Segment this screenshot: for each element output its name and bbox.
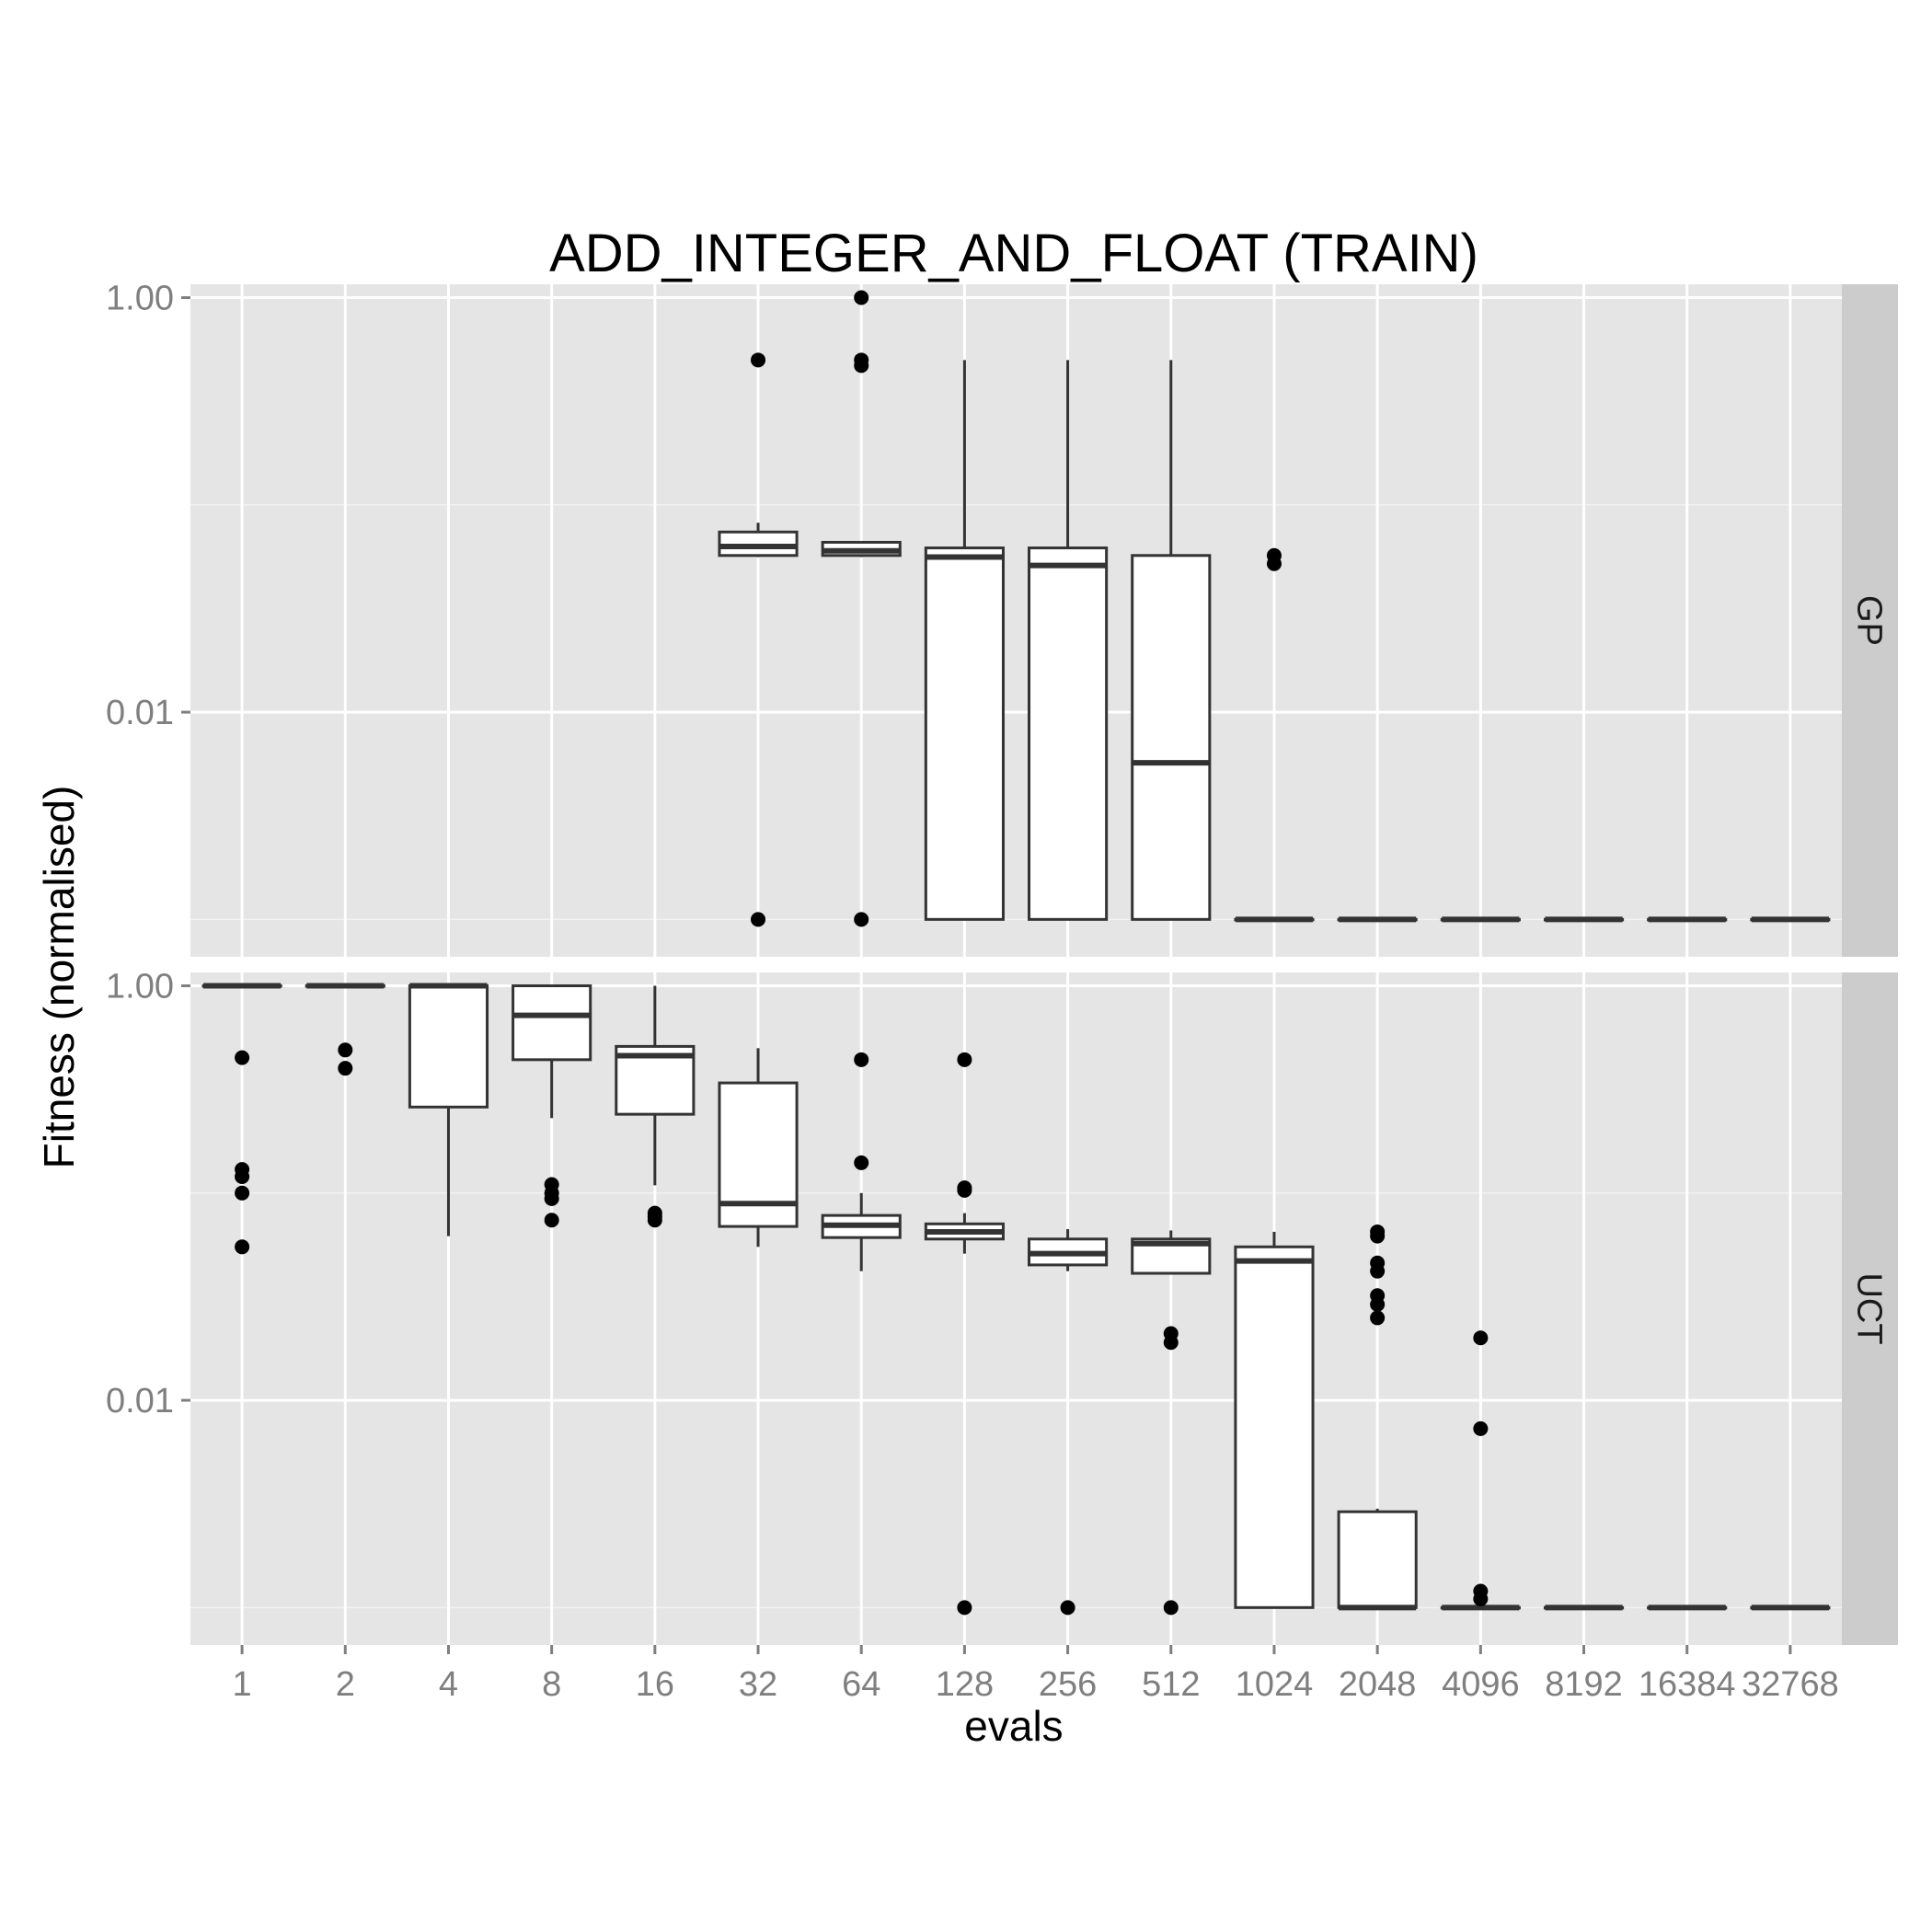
facet-panels: 1.00 0.01 GP 1.00 0.01 UCT: [106, 280, 1898, 1645]
box-2: [305, 983, 385, 1076]
box-body: [1234, 1245, 1315, 1609]
facet-strip: [1842, 284, 1898, 957]
outlier-point: [235, 1239, 250, 1255]
x-tick-label: 8192: [1545, 1665, 1623, 1704]
outlier-point: [854, 290, 869, 305]
y-tick-label: 0.01: [106, 694, 174, 732]
facet-strip-label: UCT: [1850, 1272, 1889, 1344]
outlier-point: [854, 1155, 869, 1170]
outlier-point: [1473, 1592, 1489, 1607]
outlier-point: [1473, 1330, 1489, 1346]
chart-title: ADD_INTEGER_AND_FLOAT (TRAIN): [549, 224, 1478, 283]
box-64: [821, 290, 902, 927]
x-tick-label: 16384: [1639, 1665, 1736, 1704]
box-body: [1131, 554, 1212, 921]
box-128: [924, 360, 1005, 921]
box-8192: [1543, 916, 1625, 923]
outlier-point: [957, 1600, 972, 1616]
outlier-point: [1370, 1263, 1386, 1279]
x-axis-title: evals: [964, 1702, 1063, 1750]
x-tick-label: 32768: [1742, 1665, 1839, 1704]
outlier-point: [338, 1061, 353, 1076]
outlier-point: [544, 1213, 559, 1228]
x-tick-label: 64: [842, 1665, 880, 1704]
x-tick-label: 128: [936, 1665, 994, 1704]
box-64: [821, 1052, 902, 1271]
outlier-point: [1370, 1310, 1386, 1326]
y-tick-label: 1.00: [106, 968, 174, 1006]
panel-background: [190, 284, 1842, 957]
outlier-point: [854, 1052, 869, 1067]
box-16: [615, 985, 696, 1228]
outlier-point: [235, 1050, 250, 1065]
outlier-point: [235, 1168, 250, 1184]
box-2048: [1337, 1224, 1418, 1611]
box-16384: [1647, 916, 1728, 923]
x-tick-label: 256: [1039, 1665, 1097, 1704]
outlier-point: [957, 1052, 972, 1067]
x-tick-label: 8: [542, 1665, 561, 1704]
box-8192: [1543, 1604, 1625, 1611]
x-axis: 1 2 4 8 16 32 64 128 256 512 1024 2048 4096 8192 16384…: [233, 1645, 1839, 1704]
x-tick-label: 1024: [1236, 1665, 1314, 1704]
panel-uct: 1.00 0.01 UCT: [106, 968, 1898, 1645]
outlier-point: [854, 358, 869, 374]
outlier-point: [751, 912, 766, 927]
box-2048: [1337, 916, 1418, 923]
box-8: [512, 984, 592, 1228]
box-32: [718, 1048, 799, 1248]
outlier-point: [751, 352, 766, 368]
box-1024: [1234, 547, 1315, 923]
box-512: [1131, 1230, 1212, 1616]
box-4: [408, 983, 489, 1236]
box-256: [1028, 1228, 1109, 1616]
box-512: [1131, 360, 1212, 921]
outlier-point: [1473, 1420, 1489, 1436]
box-body: [512, 984, 592, 1062]
box-body: [924, 546, 1005, 921]
x-tick-label: 1: [233, 1665, 252, 1704]
outlier-point: [338, 1042, 353, 1058]
y-axis-title: Fitness (normalised): [35, 786, 83, 1169]
box-body: [408, 984, 489, 1109]
x-tick-label: 32: [739, 1665, 777, 1704]
facet-strip: [1842, 972, 1898, 1645]
y-tick-label: 0.01: [106, 1382, 174, 1420]
outlier-point: [1163, 1335, 1179, 1351]
box-256: [1028, 360, 1109, 921]
y-tick-label: 1.00: [106, 280, 174, 318]
outlier-point: [957, 1182, 972, 1198]
panel-gp: 1.00 0.01 GP: [106, 280, 1898, 957]
box-16384: [1647, 1604, 1728, 1611]
outlier-point: [235, 1185, 250, 1201]
x-tick-label: 2048: [1339, 1665, 1417, 1704]
outlier-point: [544, 1190, 559, 1206]
x-tick-label: 512: [1142, 1665, 1200, 1704]
box-32768: [1750, 916, 1831, 923]
box-4096: [1440, 916, 1521, 923]
box-4096: [1440, 1330, 1521, 1611]
x-tick-label: 4: [439, 1665, 458, 1704]
box-32: [718, 352, 799, 927]
box-body: [1337, 1510, 1418, 1609]
outlier-point: [1163, 1600, 1179, 1616]
x-tick-label: 2: [336, 1665, 355, 1704]
facet-strip-label: GP: [1850, 595, 1889, 646]
box-32768: [1750, 1604, 1831, 1611]
box-1024: [1234, 1231, 1315, 1609]
outlier-point: [1266, 556, 1282, 571]
x-tick-label: 4096: [1442, 1665, 1520, 1704]
box-128: [924, 1052, 1005, 1616]
outlier-point: [647, 1213, 662, 1228]
outlier-point: [1370, 1228, 1386, 1244]
outlier-point: [1370, 1296, 1386, 1312]
box-body: [1028, 546, 1109, 921]
x-tick-label: 16: [636, 1665, 674, 1704]
outlier-point: [1060, 1600, 1075, 1616]
outlier-point: [854, 912, 869, 927]
box-1: [201, 983, 282, 1255]
